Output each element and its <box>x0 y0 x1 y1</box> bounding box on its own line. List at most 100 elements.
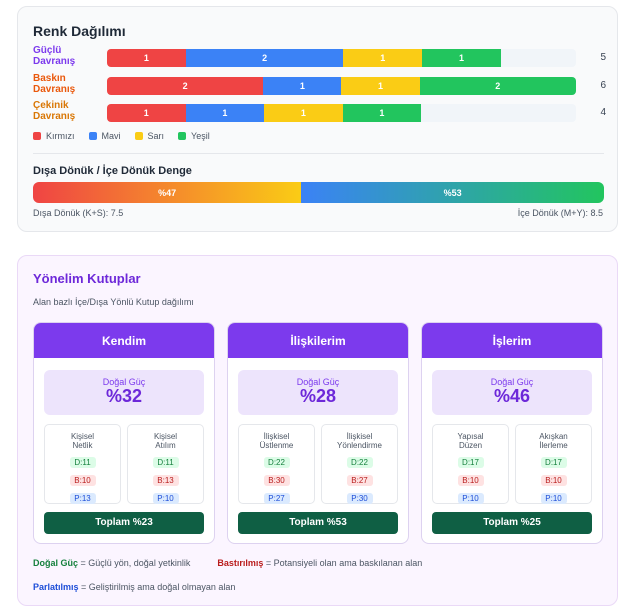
bar-segment: 1 <box>107 104 186 122</box>
divider <box>33 153 604 154</box>
natural-badge: D:17 <box>457 457 484 468</box>
natural-strength-label: Doğal Güç <box>296 377 340 387</box>
pole-header: İlişkilerim <box>228 323 408 358</box>
bar-segment: 1 <box>107 49 186 67</box>
bar-segment: 2 <box>107 77 264 95</box>
sub-area-name: İlişkisel Üstlenme <box>259 432 294 450</box>
total-button[interactable]: Toplam %23 <box>44 512 204 534</box>
sub-area: İlişkisel Üstlenme D:22 B:30 P:27 <box>238 424 315 504</box>
sub-area-name: İlişkisel Yönlendirme <box>337 432 382 450</box>
suppressed-badge: B:13 <box>152 475 179 486</box>
color-legend: Kırmızı Mavi Sarı Yeşil <box>33 131 210 141</box>
note-natural-desc: = Güçlü yön, doğal yetkinlik <box>78 558 191 568</box>
balance-extrovert-caption: Dışa Dönük (K+S): 7.5 <box>33 208 124 218</box>
natural-strength-label: Doğal Güç <box>102 377 146 387</box>
suppressed-badge: B:10 <box>69 475 96 486</box>
balance-extrovert-segment: %47 <box>33 182 302 203</box>
row-label: Güçlü Davranış <box>33 45 76 67</box>
polished-badge: P:27 <box>263 493 290 504</box>
sub-area-name: Kişisel Netlik <box>70 432 95 450</box>
orientation-poles-card: Yönelim Kutuplar Alan bazlı İçe/Dışa Yön… <box>17 255 618 606</box>
polished-badge: P:30 <box>346 493 373 504</box>
sub-area-name: Kişisel Atılım <box>153 432 178 450</box>
bar-segment: 1 <box>185 104 265 122</box>
note-polished-term: Parlatılmış <box>33 582 79 592</box>
legend-swatch <box>33 132 41 140</box>
polished-badge: P:10 <box>457 493 484 504</box>
row-label: Baskın Davranış <box>33 73 76 95</box>
bar-segment: 1 <box>422 49 501 67</box>
legend-note-line-1: Doğal Güç = Güçlü yön, doğal yetkinlik B… <box>33 558 422 568</box>
natural-strength-box: Doğal Güç %32 <box>44 370 204 415</box>
note-suppressed-desc: = Potansiyeli olan ama baskılanan alan <box>263 558 423 568</box>
pole-header: Kendim <box>34 323 214 358</box>
sub-area-name: Akışkan İlerleme <box>539 432 568 450</box>
poles-title: Yönelim Kutuplar <box>33 271 141 286</box>
pole-card-kendim: Kendim Doğal Güç %32 Kişisel Netlik D:11… <box>33 322 215 544</box>
polished-badge: P:10 <box>152 493 179 504</box>
bar-segment: 2 <box>419 77 576 95</box>
sub-area: İlişkisel Yönlendirme D:22 B:27 P:30 <box>321 424 398 504</box>
suppressed-badge: B:27 <box>346 475 373 486</box>
legend-swatch <box>88 132 97 140</box>
sub-area-name: Yapısal Düzen <box>457 432 484 450</box>
sub-area: Kişisel Netlik D:11 B:10 P:13 <box>44 424 121 504</box>
legend-swatch <box>134 132 143 140</box>
balance-introvert-caption: İçe Dönük (M+Y): 8.5 <box>517 208 603 218</box>
row-total: 5 <box>600 52 606 63</box>
polished-badge: P:10 <box>540 493 567 504</box>
note-natural-term: Doğal Güç <box>33 558 79 568</box>
balance-introvert-segment: %53 <box>301 182 604 203</box>
legend-note-line-2: Parlatılmış = Geliştirilmiş ama doğal ol… <box>33 582 235 592</box>
legend-item-green: Yeşil <box>178 131 210 141</box>
note-suppressed-term: Bastırılmış <box>217 558 264 568</box>
bar-segment: 1 <box>343 49 423 67</box>
pole-header: İşlerim <box>422 323 602 358</box>
sub-area: Akışkan İlerleme D:17 B:10 P:10 <box>515 424 592 504</box>
sub-area: Kişisel Atılım D:11 B:13 P:10 <box>127 424 204 504</box>
note-polished-desc: = Geliştirilmiş ama doğal olmayan alan <box>78 582 236 592</box>
polished-badge: P:13 <box>69 493 96 504</box>
legend-item-yellow: Sarı <box>134 131 164 141</box>
legend-item-blue: Mavi <box>88 131 121 141</box>
pole-card-iliskilerim: İlişkilerim Doğal Güç %28 İlişkisel Üstl… <box>227 322 409 544</box>
suppressed-badge: B:10 <box>457 475 484 486</box>
natural-strength-box: Doğal Güç %28 <box>238 370 398 415</box>
row-label: Çekinik Davranış <box>33 100 76 122</box>
suppressed-badge: B:10 <box>540 475 567 486</box>
bar-segment: 1 <box>341 77 420 95</box>
natural-badge: D:11 <box>69 457 96 468</box>
natural-strength-label: Doğal Güç <box>490 377 534 387</box>
legend-item-red: Kırmızı <box>33 131 75 141</box>
natural-badge: D:17 <box>540 457 567 468</box>
natural-strength-value: %46 <box>493 386 531 406</box>
suppressed-badge: B:30 <box>263 475 290 486</box>
natural-strength-value: %28 <box>299 386 337 406</box>
natural-badge: D:22 <box>263 457 290 468</box>
natural-strength-value: %32 <box>105 386 143 406</box>
natural-strength-box: Doğal Güç %46 <box>432 370 592 415</box>
natural-badge: D:22 <box>346 457 373 468</box>
row-total: 4 <box>600 107 606 118</box>
legend-swatch <box>178 132 187 140</box>
total-button[interactable]: Toplam %25 <box>432 512 592 534</box>
bar-segment: 1 <box>342 104 422 122</box>
pole-card-islerim: İşlerim Doğal Güç %46 Yapısal Düzen D:17… <box>421 322 603 544</box>
color-distribution-title: Renk Dağılımı <box>33 23 126 39</box>
row-total: 6 <box>600 80 606 91</box>
natural-badge: D:11 <box>152 457 179 468</box>
bar-segment: 1 <box>263 77 342 95</box>
balance-title: Dışa Dönük / İçe Dönük Denge <box>33 165 192 177</box>
balance-bar: %47 %53 <box>33 182 604 203</box>
poles-subtitle: Alan bazlı İçe/Dışa Yönlü Kutup dağılımı <box>33 297 194 307</box>
bar-segment: 2 <box>185 49 344 67</box>
total-button[interactable]: Toplam %53 <box>238 512 398 534</box>
bar-segment: 1 <box>264 104 343 122</box>
